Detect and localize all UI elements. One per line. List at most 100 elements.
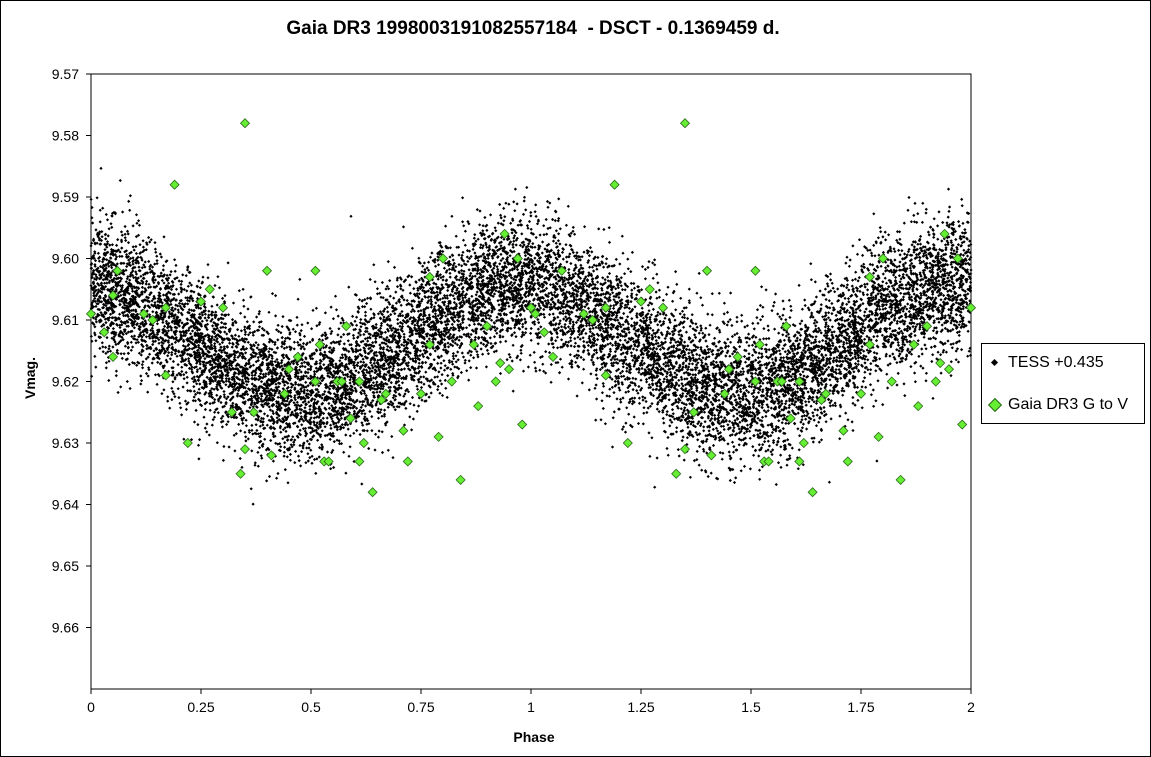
x-tick-label: 1.25 [627,699,654,715]
gaia-point [424,339,435,350]
gaia-point [706,450,717,461]
gaia-point [873,431,884,442]
gaia-point [468,339,479,350]
gaia-point [107,290,119,301]
gaia-point [794,376,805,387]
gaia-point [877,253,889,264]
gaia-point [310,265,321,276]
gaia-point [473,401,484,412]
gaia-point [398,425,409,436]
x-tick-label: 0 [87,699,95,715]
legend-item-gaia: Gaia DR3 G to V [987,394,1129,416]
gaia-point [794,456,805,467]
gaia-point [688,407,699,418]
gaia-point [723,364,735,375]
gaia-point [763,456,774,467]
x-tick-label: 1.5 [741,699,761,715]
y-tick-label: 9.65 [52,558,79,574]
gaia-point [354,376,365,387]
gaia-point [107,351,119,362]
x-axis-label: Phase [513,729,555,745]
gaia-point [112,265,123,276]
chart-title: Gaia DR3 1998003191082557184 - DSCT - 0.… [286,18,780,39]
y-tick-label: 9.61 [52,312,79,328]
gaia-point [380,388,391,399]
gaia-point [600,302,611,313]
gaia-point [490,376,501,387]
gaia-point [314,339,325,350]
gaia-point [556,265,567,276]
series-gaia [85,118,977,498]
y-axis-label: Vmag. [22,357,38,400]
gaia-point [622,437,633,449]
gaia-point [781,321,792,332]
gaia-point [785,413,796,424]
gaia-point [750,265,761,276]
gaia-point [204,284,215,295]
gaia-point [481,321,493,332]
legend-label-gaia: Gaia DR3 G to V [1008,396,1129,413]
gaia-point [376,394,387,406]
gaia-point [499,228,510,239]
gaia-point [719,388,730,399]
x-tick-label: 0.5 [301,699,321,715]
gaia-point [415,388,427,399]
gaia-point [99,327,110,338]
gaia-point [503,364,515,375]
gaia-point [525,302,537,313]
gaia-point [235,468,246,479]
gaia-point [279,388,290,399]
gaia-point [701,265,713,276]
gaia-point [336,376,347,387]
gaia-point [226,407,237,418]
gaia-point [85,308,97,319]
gaia-point [807,487,818,498]
gaia-point [886,376,897,387]
gaia-point [644,284,655,295]
gaia-point [446,376,457,387]
gaia-point [323,456,334,467]
gaia-point [512,253,523,264]
legend-item-tess: TESS +0.435 [988,352,1104,374]
y-tick-label: 9.64 [52,497,79,513]
y-tick-label: 9.63 [52,435,79,451]
gaia-point [657,302,669,313]
x-tick-label: 1 [527,699,535,715]
gaia-point [239,118,251,129]
gaia-point [283,364,295,375]
gaia-point [437,253,449,264]
gaia-point [160,370,171,381]
legend-label-tess: TESS +0.435 [1008,354,1104,371]
gaia-point [930,376,941,387]
series-tess [89,166,973,506]
gaia-point [517,419,528,430]
gaia-point [261,265,273,276]
gaia-point [539,327,550,338]
gaia-point [921,321,933,332]
gaia-point [957,419,968,430]
gaia-point [776,376,787,387]
gaia-point [965,302,977,313]
tess-point-cloud [89,166,973,506]
gaia-point [358,437,369,449]
gaia-point [671,468,682,479]
gaia-point [600,370,611,381]
gaia-point [908,339,919,350]
gaia-point [913,401,924,412]
gaia-point [147,314,158,326]
gaia-point [820,388,831,399]
green-diamond-icon [987,397,1003,413]
gaia-point [354,456,365,467]
gaia-point [367,487,378,498]
x-axis: 0 0.25 0.5 0.75 1 1.25 1.5 1.75 2 [87,689,975,715]
gaia-point [292,351,303,362]
gaia-point [952,253,963,264]
gaia-point [547,351,559,362]
gaia-point [310,376,321,387]
y-tick-label: 9.57 [52,66,79,82]
gaia-point [679,444,691,455]
y-tick-label: 9.60 [52,251,79,267]
gaia-point [864,339,875,350]
x-tick-label: 1.75 [847,699,874,715]
